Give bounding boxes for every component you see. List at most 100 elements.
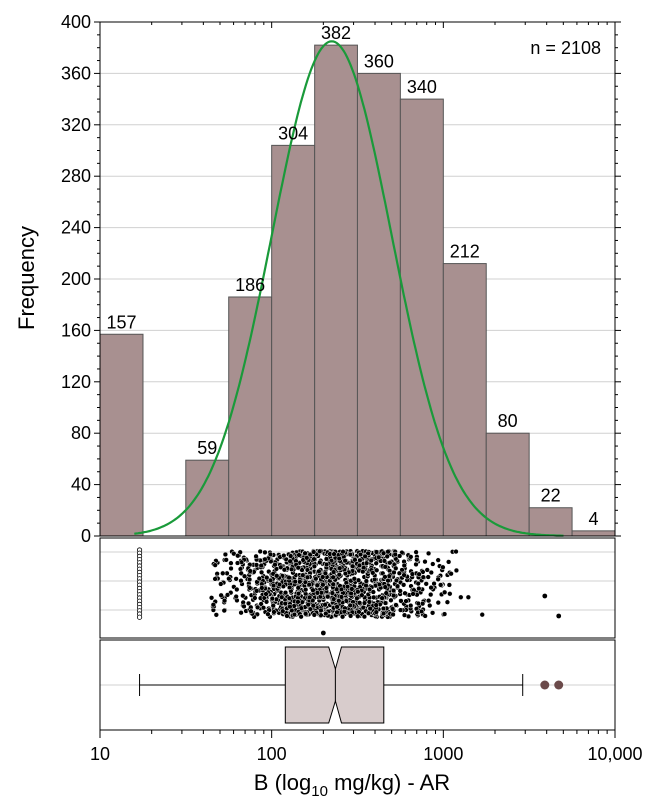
- box-plot: [139, 646, 564, 724]
- strip-point: [365, 610, 372, 616]
- strip-point: [355, 589, 361, 595]
- strip-point: [287, 558, 293, 564]
- y-tick-label: 160: [61, 320, 91, 340]
- strip-point: [390, 611, 396, 618]
- strip-point: [210, 602, 216, 608]
- strip-point: [446, 582, 452, 588]
- strip-point: [341, 608, 347, 615]
- strip-point: [281, 552, 287, 559]
- strip-point: [334, 604, 340, 610]
- strip-point: [241, 603, 247, 610]
- strip-point: [245, 600, 252, 607]
- strip-point: [401, 562, 407, 569]
- axes: 0 40 80 120 160 200 240 280 320 360 400 10 100 1000 10…: [61, 12, 643, 764]
- strip-point: [422, 613, 428, 619]
- strip-point: [274, 573, 280, 579]
- strip-point: [323, 561, 330, 568]
- strip-point: [325, 594, 331, 600]
- bar-data-label: 22: [541, 486, 561, 506]
- histogram-bar: [399, 98, 444, 537]
- strip-point: [370, 589, 376, 595]
- bar-data-label: 186: [235, 275, 265, 295]
- x-tick-label: 10,000: [587, 744, 642, 764]
- strip-point: [299, 567, 305, 573]
- strip-point: [237, 566, 244, 572]
- strip-point: [389, 606, 396, 612]
- strip-point: [279, 594, 285, 600]
- strip-point: [234, 586, 240, 593]
- strip-point: [393, 602, 399, 608]
- strip-point: [314, 582, 320, 588]
- box-frame: [99, 639, 616, 731]
- strip-point: [311, 563, 318, 570]
- strip-point: [288, 566, 295, 572]
- strip-point: [320, 630, 326, 636]
- strip-point: [360, 569, 366, 575]
- bar-data-label: 212: [450, 242, 480, 262]
- strip-point: [247, 585, 253, 591]
- strip-point: [380, 610, 387, 617]
- strip-point: [329, 590, 336, 596]
- strip-point: [305, 601, 311, 608]
- strip-point: [340, 549, 346, 555]
- x-axis-title-subscript: 10: [311, 783, 328, 799]
- strip-point: [296, 552, 302, 558]
- strip-point: [441, 611, 448, 617]
- bar-data-label: 157: [106, 312, 136, 332]
- strip-point: [307, 594, 313, 601]
- strip-point: [442, 589, 448, 595]
- strip-point: [397, 588, 403, 594]
- strip-point: [311, 549, 317, 555]
- strip-point: [347, 613, 354, 619]
- bar-data-label: 304: [278, 123, 308, 143]
- strip-point: [420, 569, 426, 575]
- histogram-bar: [185, 459, 230, 537]
- strip-plot: [136, 547, 562, 636]
- strip-point: [435, 576, 441, 582]
- strip-point: [447, 591, 453, 597]
- strip-point: [323, 556, 330, 562]
- strip-point: [212, 562, 218, 568]
- strip-point: [374, 567, 380, 573]
- strip-point: [212, 576, 218, 582]
- strip-point: [349, 586, 355, 592]
- strip-point: [397, 607, 404, 613]
- strip-point: [350, 563, 356, 569]
- strip-point: [429, 610, 436, 616]
- histogram-bar: [356, 72, 401, 537]
- histogram-bar: [228, 296, 273, 537]
- strip-point: [311, 556, 317, 562]
- strip-point: [416, 585, 422, 592]
- strip-point: [310, 587, 316, 593]
- histogram-bar: [485, 432, 530, 537]
- strip-point: [382, 584, 388, 590]
- y-tick-label: 40: [71, 475, 91, 495]
- strip-point: [356, 562, 363, 569]
- strip-point: [362, 553, 368, 560]
- bar-data-label: 382: [321, 23, 351, 43]
- strip-point: [316, 568, 322, 574]
- strip-point: [220, 570, 226, 576]
- y-tick-label: 120: [61, 372, 91, 392]
- x-tick-label: 100: [257, 744, 287, 764]
- strip-point: [323, 610, 329, 617]
- strip-point: [366, 599, 372, 605]
- strip-point: [373, 549, 380, 555]
- strip-point: [339, 614, 346, 620]
- strip-point: [262, 556, 268, 562]
- strip-point: [271, 609, 277, 615]
- strip-point: [414, 556, 420, 563]
- x-axis-title: B (log10 mg/kg) - AR: [254, 770, 450, 799]
- bar-data-label: 4: [589, 509, 599, 529]
- strip-point: [363, 560, 370, 566]
- strip-point: [422, 559, 428, 565]
- strip-point: [320, 574, 326, 580]
- strip-point: [276, 581, 283, 588]
- strip-point: [401, 612, 408, 618]
- strip-point: [542, 593, 548, 599]
- strip-point: [390, 587, 397, 594]
- strip-point: [304, 555, 310, 561]
- strip-point: [270, 582, 277, 589]
- x-tick-label: 10: [90, 744, 110, 764]
- y-tick-label: 400: [61, 12, 91, 32]
